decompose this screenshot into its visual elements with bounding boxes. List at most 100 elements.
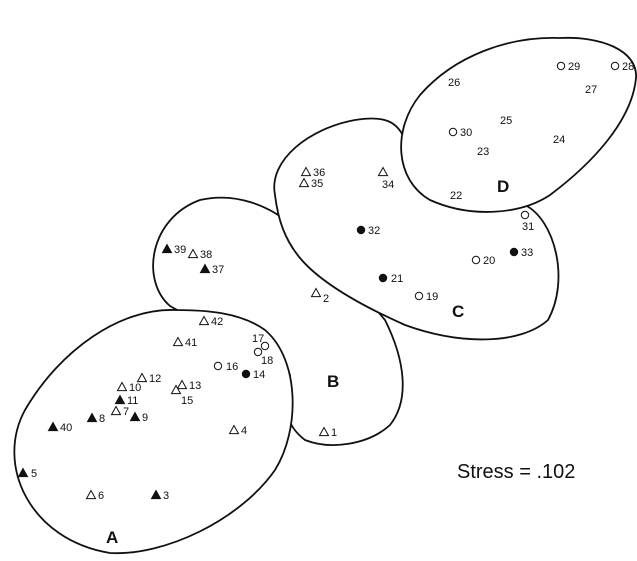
point-marker-triangle-filled — [150, 489, 162, 500]
point-36: 36 — [300, 166, 325, 179]
point-marker-circle-filled — [378, 273, 388, 283]
point-39: 39 — [161, 243, 186, 256]
point-marker-circle-open — [556, 61, 566, 71]
point-24: 24 — [553, 134, 565, 146]
point-marker-triangle-open — [198, 315, 210, 326]
point-marker-triangle-open — [170, 384, 182, 395]
point-marker-triangle-open — [172, 336, 184, 347]
point-marker-triangle-open — [187, 248, 199, 259]
point-16: 16 — [213, 361, 238, 373]
point-29: 29 — [556, 61, 580, 73]
point-3: 3 — [150, 489, 169, 502]
point-label: 14 — [253, 369, 265, 381]
point-label: 29 — [568, 61, 580, 73]
point-label: 28 — [622, 61, 634, 73]
point-41: 41 — [172, 336, 197, 349]
point-marker-triangle-filled — [86, 412, 98, 423]
point-marker-triangle-open — [298, 177, 310, 188]
point-label: 25 — [500, 115, 512, 127]
point-label: 7 — [123, 406, 129, 418]
group-label-d: D — [497, 177, 509, 196]
point-25: 25 — [500, 115, 512, 127]
point-marker-circle-open — [520, 210, 530, 220]
point-label: 26 — [448, 77, 460, 89]
point-38: 38 — [187, 248, 212, 261]
point-5: 5 — [17, 467, 37, 480]
point-13: 13 — [176, 379, 201, 392]
point-40: 40 — [47, 421, 72, 434]
point-label: 15 — [181, 395, 193, 407]
point-marker-circle-open — [471, 255, 481, 265]
point-8: 8 — [86, 412, 105, 425]
point-label: 31 — [522, 221, 534, 233]
point-label: 41 — [185, 337, 197, 349]
point-26: 26 — [448, 77, 460, 89]
point-label: 40 — [60, 422, 72, 434]
point-label: 23 — [477, 146, 489, 158]
point-label: 21 — [391, 273, 403, 285]
point-18: 18 — [253, 347, 273, 367]
point-label: 36 — [313, 167, 325, 179]
point-label: 18 — [261, 355, 273, 367]
point-label: 2 — [323, 293, 329, 305]
point-label: 4 — [241, 425, 247, 437]
point-marker-triangle-open — [85, 489, 97, 500]
point-34: 34 — [377, 166, 394, 191]
point-31: 31 — [520, 210, 534, 233]
point-marker-triangle-open — [310, 287, 322, 298]
point-label: 20 — [483, 255, 495, 267]
point-33: 33 — [509, 247, 533, 259]
region-d-outline — [400, 36, 637, 213]
point-label: 22 — [450, 190, 462, 202]
point-marker-circle-open — [213, 361, 223, 371]
point-17: 17 — [252, 333, 270, 351]
point-35: 35 — [298, 177, 323, 190]
point-marker-triangle-filled — [47, 421, 59, 432]
point-marker-circle-filled — [509, 247, 519, 257]
point-10: 10 — [116, 381, 141, 394]
point-19: 19 — [414, 291, 438, 303]
point-marker-triangle-filled — [161, 243, 173, 254]
point-label: 42 — [211, 316, 223, 328]
point-label: 3 — [163, 490, 169, 502]
point-marker-triangle-open — [300, 166, 312, 177]
point-marker-circle-open — [260, 341, 270, 351]
point-marker-triangle-filled — [114, 394, 126, 405]
point-21: 21 — [378, 273, 403, 285]
point-marker-triangle-filled — [129, 411, 141, 422]
point-label: 34 — [382, 179, 394, 191]
point-7: 7 — [110, 405, 129, 418]
point-15: 15 — [170, 384, 193, 407]
point-1: 1 — [318, 426, 337, 439]
point-label: 39 — [174, 244, 186, 256]
point-marker-circle-open — [448, 127, 458, 137]
point-label: 32 — [368, 225, 380, 237]
point-42: 42 — [198, 315, 223, 328]
group-label-c: C — [452, 302, 464, 321]
point-marker-triangle-open — [377, 166, 389, 177]
point-marker-triangle-filled — [199, 263, 211, 274]
point-label: 19 — [426, 291, 438, 303]
group-label-a: A — [106, 528, 118, 547]
point-marker-circle-open — [414, 291, 424, 301]
point-marker-triangle-open — [136, 372, 148, 383]
point-marker-circle-open — [253, 347, 263, 357]
point-marker-circle-filled — [241, 369, 251, 379]
point-label: 24 — [553, 134, 565, 146]
point-label: 5 — [31, 468, 37, 480]
point-label: 6 — [98, 490, 104, 502]
point-22: 22 — [450, 190, 462, 202]
point-28: 28 — [610, 61, 634, 73]
point-label: 17 — [252, 333, 264, 345]
point-label: 8 — [99, 413, 105, 425]
point-marker-triangle-open — [116, 381, 128, 392]
point-30: 30 — [448, 127, 472, 139]
point-marker-triangle-open — [228, 424, 240, 435]
point-37: 37 — [199, 263, 224, 276]
point-label: 37 — [212, 264, 224, 276]
point-label: 10 — [129, 382, 141, 394]
point-marker-triangle-open — [318, 426, 330, 437]
point-27: 27 — [585, 84, 597, 96]
